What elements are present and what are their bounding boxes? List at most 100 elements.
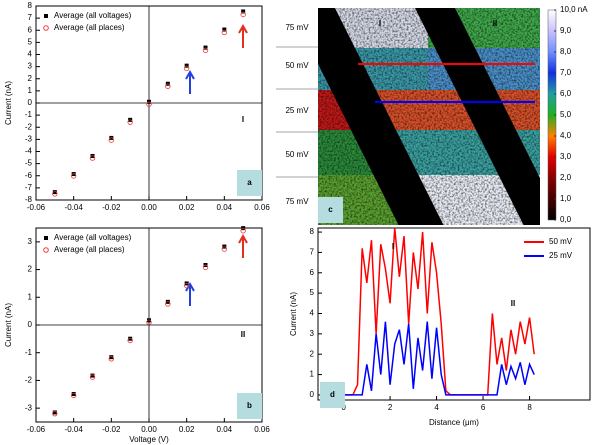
y-tick-label: -3 [25,134,33,143]
legend-label: 25 mV [549,251,573,260]
y-tick-label: 1 [310,370,315,379]
data-point [183,65,190,72]
data-point [109,355,114,360]
data-point [202,47,209,54]
y-tick-label: 6 [310,268,315,277]
y-tick-label: 8 [28,1,33,10]
y-tick-label: 1 [28,86,33,95]
panel-label-box [237,393,262,419]
colorbar-tick-label: 6,0 [560,89,572,98]
annotation: II [493,19,497,28]
y-tick-label: -2 [25,122,33,131]
data-point [128,336,133,341]
x-tick-label: -0.04 [65,203,84,212]
colorbar-tick-label: 2,0 [560,173,572,182]
legend-label: Average (all places) [54,23,125,32]
row-label: 75 mV [285,23,309,32]
x-tick-label: 0.02 [179,425,195,434]
panel-label-box [237,170,262,196]
colorbar-tick-label: 5,0 [560,110,572,119]
y-tick-label: -1 [25,110,33,119]
x-tick-label: -0.02 [102,203,121,212]
colorbar-tick-label: 9,0 [560,26,572,35]
panel-label-box [320,382,345,408]
legend-label: 50 mV [549,237,573,246]
y-tick-label: 4 [28,50,33,59]
data-point [90,373,95,378]
x-tick-label: 0.02 [179,203,195,212]
y-axis-label: Current (nA) [4,303,13,347]
x-tick-label: 8 [527,403,532,412]
data-point [222,27,227,32]
data-point [146,319,152,325]
y-tick-label: 0 [28,320,33,329]
x-tick-label: 0.04 [217,425,233,434]
x-tick-label: -0.02 [102,425,121,434]
data-point [52,190,57,195]
x-tick-label: 0.04 [217,203,233,212]
y-tick-label: 3 [28,62,33,71]
data-point [241,9,246,14]
x-tick-label: 0.00 [141,425,157,434]
data-point [165,83,171,89]
data-point [127,119,133,125]
y-tick-label: -4 [25,147,33,156]
data-point [70,392,77,399]
panel-label: a [247,178,252,187]
legend-marker [43,247,49,253]
data-point [52,410,58,417]
y-tick-label: 3 [28,237,33,246]
x-tick-label: -0.06 [27,203,46,212]
data-point [71,392,76,397]
y-tick-label: 0 [28,98,33,107]
colorbar-tick-label: 1,0 [560,194,572,203]
annotation: I [392,242,394,251]
annotation: II [511,299,515,308]
annotation: I [242,115,244,124]
panel-label: c [328,205,333,214]
panel-label: b [247,401,252,410]
y-tick-label: 8 [310,227,315,236]
legend-label: Average (all voltages) [54,11,132,20]
y-tick-label: 4 [310,309,315,318]
y-tick-label: 2 [310,349,315,358]
y-tick-label: -8 [25,195,33,204]
panel-label-box [318,197,343,223]
y-tick-label: 1 [28,292,33,301]
legend-label: Average (all voltages) [54,233,132,242]
data-point [202,264,209,271]
legend-marker [44,236,48,240]
legend-marker [43,25,49,31]
y-axis-label: Current (nA) [289,292,298,336]
data-point [165,301,171,307]
y-tick-label: 5 [310,288,315,297]
heatmap-image [318,8,540,225]
data-point [183,282,190,289]
plot-frame [317,227,591,401]
data-point [52,191,58,197]
data-point [221,29,228,36]
colorbar-tick-label: 8,0 [560,47,572,56]
colorbar-tick-label: 10,0 nA [560,5,588,14]
y-tick-label: 7 [310,248,315,257]
data-line [343,321,535,396]
data-point [52,410,57,415]
legend-marker [44,14,48,18]
x-tick-label: 0.06 [254,203,270,212]
y-tick-label: 2 [28,265,33,274]
colorbar-tick-label: 7,0 [560,68,572,77]
annotation: I [379,19,381,28]
data-point [108,356,115,362]
y-tick-label: 7 [28,13,33,22]
y-tick-label: -7 [25,183,33,192]
row-label: 75 mV [285,197,309,206]
data-point [240,228,246,234]
data-point [203,45,208,50]
row-label: 25 mV [285,106,309,115]
x-tick-label: 4 [434,403,439,412]
arrows [185,23,248,306]
colorbar-tick-label: 0,0 [560,215,572,224]
y-tick-label: 2 [28,74,33,83]
y-tick-label: -3 [25,403,33,412]
